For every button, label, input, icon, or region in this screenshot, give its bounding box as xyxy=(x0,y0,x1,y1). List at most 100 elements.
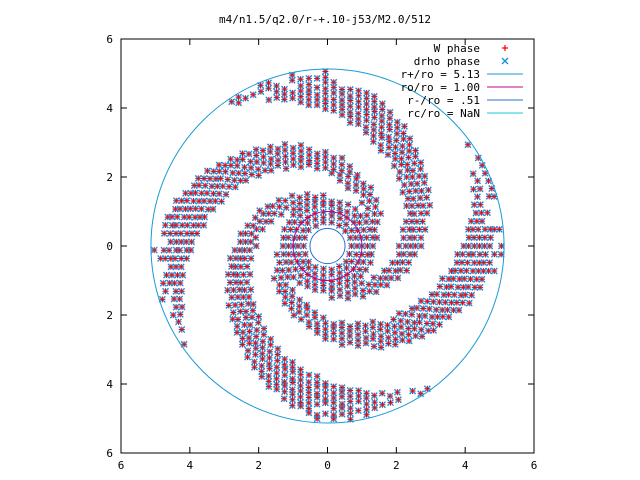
w-phase-point xyxy=(163,272,170,279)
w-phase-point xyxy=(314,91,321,98)
w-phase-point xyxy=(480,267,487,274)
w-phase-point xyxy=(267,336,274,343)
w-phase-point xyxy=(174,272,181,279)
w-phase-point xyxy=(454,251,461,258)
w-phase-point xyxy=(418,210,425,217)
w-phase-point xyxy=(498,243,505,249)
w-phase-point xyxy=(347,109,354,116)
w-phase-point xyxy=(404,318,411,325)
w-phase-point xyxy=(451,291,458,298)
w-phase-point xyxy=(192,205,199,212)
w-phase-point xyxy=(177,311,184,318)
w-phase-point xyxy=(363,129,370,136)
w-phase-point xyxy=(322,159,329,166)
w-phase-point xyxy=(304,191,311,198)
w-phase-point xyxy=(470,268,476,275)
w-phase-point xyxy=(370,335,377,342)
w-phase-point xyxy=(290,161,297,168)
w-phase-point xyxy=(303,301,310,308)
w-phase-point xyxy=(247,271,254,278)
w-phase-point xyxy=(339,341,346,348)
w-phase-point xyxy=(482,226,489,233)
w-phase-point xyxy=(300,227,307,234)
w-phase-point xyxy=(239,150,246,157)
chart-title: m4/n1.5/q2.0/r-+.10-j53/M2.0/512 xyxy=(219,13,431,26)
x-tick-label: 0 xyxy=(324,459,331,472)
w-phase-point xyxy=(362,322,369,329)
w-phase-point xyxy=(348,258,355,265)
w-phase-point xyxy=(338,97,345,104)
w-phase-point xyxy=(484,209,491,216)
w-phase-point xyxy=(328,271,335,278)
w-phase-point xyxy=(397,317,404,324)
w-phase-point xyxy=(274,357,281,364)
w-phase-point xyxy=(357,212,364,219)
w-phase-point xyxy=(237,230,244,237)
w-phase-point xyxy=(246,247,253,254)
w-phase-point xyxy=(312,222,319,229)
w-phase-point xyxy=(452,267,459,274)
w-phase-point xyxy=(237,177,244,184)
w-phase-point xyxy=(230,271,237,278)
w-phase-point xyxy=(297,82,304,89)
w-phase-point xyxy=(320,272,327,279)
w-phase-point xyxy=(469,226,476,233)
w-phase-point xyxy=(202,182,209,189)
w-phase-point xyxy=(436,283,443,290)
w-phase-point xyxy=(281,226,288,233)
w-phase-point xyxy=(252,345,259,352)
w-phase-point xyxy=(328,219,335,226)
w-phase-point xyxy=(330,79,337,86)
w-phase-point xyxy=(249,307,256,314)
w-phase-point xyxy=(314,75,321,82)
w-phase-point xyxy=(370,121,377,128)
w-phase-point xyxy=(486,259,493,266)
w-phase-point xyxy=(433,291,440,298)
w-phase-point xyxy=(355,393,362,400)
w-phase-point xyxy=(474,177,481,184)
w-phase-point xyxy=(455,284,462,291)
w-phase-point xyxy=(265,210,272,217)
w-phase-point xyxy=(252,340,259,347)
w-phase-point xyxy=(330,101,337,108)
w-phase-point xyxy=(260,325,267,332)
w-phase-point xyxy=(371,210,378,217)
w-phase-point xyxy=(260,153,267,160)
w-phase-point xyxy=(347,339,354,346)
w-phase-point xyxy=(222,162,229,169)
w-phase-point xyxy=(234,162,241,169)
w-phase-point xyxy=(330,415,337,422)
w-phase-point xyxy=(406,135,413,142)
w-phase-point xyxy=(161,230,168,237)
w-phase-point xyxy=(273,375,280,382)
w-phase-point xyxy=(234,156,241,163)
w-phase-point xyxy=(378,134,385,141)
w-phase-point xyxy=(371,104,378,111)
w-phase-point xyxy=(190,222,197,229)
w-phase-point xyxy=(374,218,381,225)
w-phase-point xyxy=(304,219,311,226)
w-phase-point xyxy=(423,320,430,327)
w-phase-point xyxy=(196,198,203,205)
w-phase-point xyxy=(402,310,409,317)
w-phase-point xyxy=(339,155,346,161)
w-phase-point xyxy=(242,177,249,184)
w-phase-point xyxy=(258,373,265,380)
w-phase-point xyxy=(282,197,289,204)
w-phase-point xyxy=(346,333,353,340)
w-phase-point xyxy=(355,116,362,123)
w-phase-point xyxy=(216,161,223,168)
w-phase-point xyxy=(372,203,379,210)
w-phase-point xyxy=(360,180,367,187)
w-phase-point xyxy=(205,206,212,213)
w-phase-point xyxy=(378,124,385,131)
w-phase-point xyxy=(179,222,186,229)
w-phase-point xyxy=(476,251,483,258)
w-phase-point xyxy=(268,156,275,163)
w-phase-point xyxy=(330,166,337,173)
w-phase-point xyxy=(172,288,179,295)
w-phase-point xyxy=(304,207,311,214)
w-phase-point xyxy=(416,313,423,320)
w-phase-point xyxy=(314,383,321,390)
w-phase-point xyxy=(265,383,272,390)
